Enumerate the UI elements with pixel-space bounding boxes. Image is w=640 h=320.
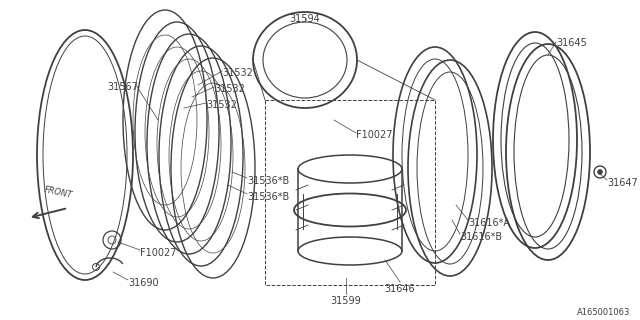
Text: 31599: 31599 [331,296,362,306]
Text: 31536*B: 31536*B [247,176,289,186]
Text: 31690: 31690 [128,278,159,288]
Text: 31532: 31532 [222,68,253,78]
Text: FRONT: FRONT [43,185,73,200]
Text: 31567: 31567 [107,82,138,92]
Text: 31646: 31646 [385,284,415,294]
Ellipse shape [598,170,602,174]
Text: 31645: 31645 [556,38,587,48]
Text: 31594: 31594 [290,14,321,24]
Text: 31532: 31532 [206,100,237,110]
Text: F10027: F10027 [140,248,177,258]
Text: 31616*B: 31616*B [460,232,502,242]
Text: A165001063: A165001063 [577,308,630,317]
Text: 31532: 31532 [214,84,245,94]
Text: 31616*A: 31616*A [468,218,510,228]
Text: 31536*B: 31536*B [247,192,289,202]
Text: 31647: 31647 [607,178,637,188]
Text: F10027: F10027 [356,130,392,140]
